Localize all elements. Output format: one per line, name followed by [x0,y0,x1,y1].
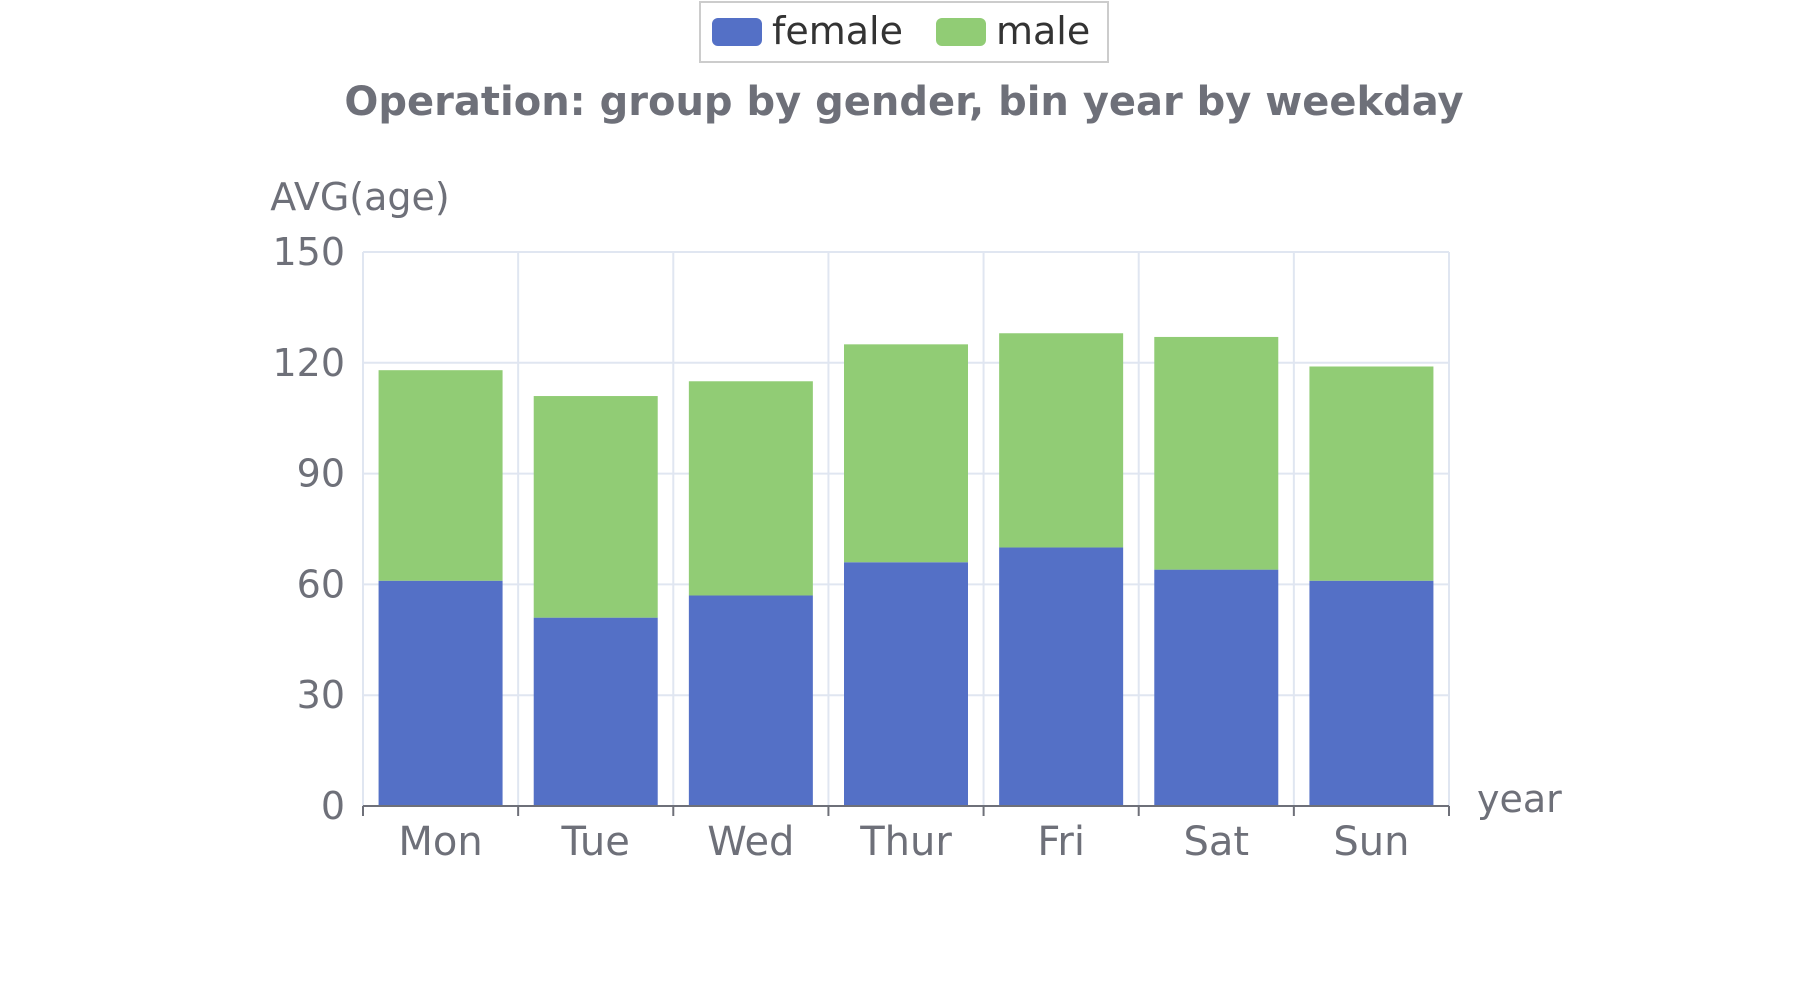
bar-male-fri[interactable] [999,333,1124,548]
y-tick-label: 120 [272,341,345,385]
bar-male-mon[interactable] [378,370,503,581]
bar-male-wed[interactable] [688,381,813,596]
legend-label-male: male [996,9,1090,53]
bar-female-wed[interactable] [688,595,813,806]
x-tick-label: Sat [1183,819,1249,865]
y-axis-label: AVG(age) [270,175,449,219]
legend-swatch-male [936,18,986,46]
axes: 0 30 60 90 120 150 Mon Tue Wed Thur Fri Sat Sun [272,230,1450,865]
bar-male-thur[interactable] [844,344,968,563]
chart-title: Operation: group by gender, bin year by … [344,79,1463,125]
x-tick-label: Wed [707,819,794,865]
legend-box [699,1,1109,63]
x-tick-label: Thur [859,819,952,865]
bar-female-tue[interactable] [533,617,658,806]
bar-female-fri[interactable] [999,547,1124,806]
x-tick-label: Fri [1037,819,1085,865]
bar-female-sat[interactable] [1154,569,1279,806]
x-axis-label: year [1477,777,1562,821]
legend-swatch-female [712,18,762,46]
legend: female male [699,1,1109,63]
legend-item-male[interactable]: male [936,9,1090,53]
bar-female-sun[interactable] [1309,580,1434,806]
bar-male-sat[interactable] [1154,336,1279,570]
bars [378,333,1434,806]
legend-item-female[interactable]: female [712,9,903,53]
x-tick-label: Tue [561,819,630,865]
y-tick-label: 90 [297,452,345,496]
bar-male-tue[interactable] [533,396,658,618]
y-tick-label: 60 [297,562,345,606]
y-tick-label: 30 [297,673,345,717]
y-tick-label: 0 [321,784,345,828]
x-tick-label: Mon [398,819,482,865]
bar-female-mon[interactable] [378,580,503,806]
bar-female-thur[interactable] [844,562,968,806]
x-tick-label: Sun [1333,819,1409,865]
legend-label-female: female [772,9,903,53]
y-tick-label: 150 [272,230,345,274]
bar-male-sun[interactable] [1309,366,1434,581]
